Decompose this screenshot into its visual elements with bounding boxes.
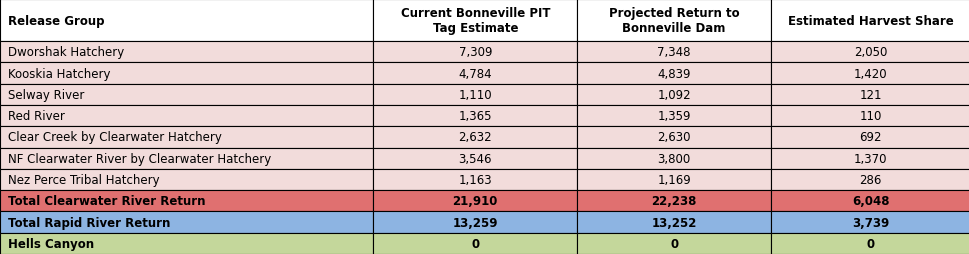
Bar (373, 233, 577, 254)
Text: Total Clearwater River Return: Total Clearwater River Return (8, 195, 205, 208)
Bar (373, 169, 577, 190)
Bar (577, 42, 770, 63)
Bar (0, 0, 373, 42)
Text: 1,110: 1,110 (458, 88, 491, 101)
Bar (577, 212, 770, 233)
Text: 3,800: 3,800 (657, 152, 690, 165)
Text: 0: 0 (670, 237, 677, 250)
Text: 110: 110 (859, 110, 881, 123)
Text: Current Bonneville PIT
Tag Estimate: Current Bonneville PIT Tag Estimate (400, 7, 549, 35)
Text: 286: 286 (859, 173, 881, 186)
Text: 1,092: 1,092 (657, 88, 690, 101)
Bar (373, 212, 577, 233)
Bar (577, 148, 770, 169)
Text: 692: 692 (859, 131, 881, 144)
Bar (0, 233, 373, 254)
Text: Kooskia Hatchery: Kooskia Hatchery (8, 67, 110, 80)
Text: Red River: Red River (8, 110, 65, 123)
Bar (770, 63, 969, 84)
Text: Release Group: Release Group (8, 14, 104, 27)
Bar (577, 0, 770, 42)
Bar (577, 63, 770, 84)
Bar (770, 0, 969, 42)
Text: 7,309: 7,309 (458, 46, 491, 59)
Bar (770, 106, 969, 127)
Text: 2,630: 2,630 (657, 131, 690, 144)
Bar (0, 212, 373, 233)
Text: Selway River: Selway River (8, 88, 84, 101)
Text: 3,546: 3,546 (458, 152, 491, 165)
Text: 13,259: 13,259 (453, 216, 497, 229)
Text: Hells Canyon: Hells Canyon (8, 237, 94, 250)
Bar (0, 148, 373, 169)
Bar (577, 106, 770, 127)
Bar (577, 84, 770, 106)
Bar (373, 127, 577, 148)
Bar (373, 42, 577, 63)
Bar (0, 84, 373, 106)
Bar (373, 0, 577, 42)
Text: 1,163: 1,163 (458, 173, 491, 186)
Bar (577, 169, 770, 190)
Text: Projected Return to
Bonneville Dam: Projected Return to Bonneville Dam (609, 7, 738, 35)
Bar (373, 84, 577, 106)
Text: 4,784: 4,784 (458, 67, 491, 80)
Text: 4,839: 4,839 (657, 67, 690, 80)
Text: 3,739: 3,739 (851, 216, 889, 229)
Bar (577, 127, 770, 148)
Text: Total Rapid River Return: Total Rapid River Return (8, 216, 170, 229)
Text: 0: 0 (471, 237, 479, 250)
Bar (770, 233, 969, 254)
Bar (0, 190, 373, 212)
Text: 0: 0 (865, 237, 874, 250)
Text: 1,365: 1,365 (458, 110, 491, 123)
Bar (0, 42, 373, 63)
Text: 2,632: 2,632 (458, 131, 491, 144)
Text: 1,420: 1,420 (853, 67, 887, 80)
Text: Dworshak Hatchery: Dworshak Hatchery (8, 46, 124, 59)
Bar (577, 233, 770, 254)
Bar (770, 84, 969, 106)
Text: 1,169: 1,169 (657, 173, 690, 186)
Text: 21,910: 21,910 (453, 195, 497, 208)
Text: 121: 121 (859, 88, 881, 101)
Text: 1,359: 1,359 (657, 110, 690, 123)
Text: 1,370: 1,370 (853, 152, 887, 165)
Text: 6,048: 6,048 (851, 195, 889, 208)
FancyBboxPatch shape (0, 0, 969, 42)
Bar (0, 127, 373, 148)
Text: 22,238: 22,238 (651, 195, 696, 208)
Text: Nez Perce Tribal Hatchery: Nez Perce Tribal Hatchery (8, 173, 159, 186)
Text: Clear Creek by Clearwater Hatchery: Clear Creek by Clearwater Hatchery (8, 131, 221, 144)
Bar (0, 169, 373, 190)
Bar (770, 190, 969, 212)
Text: NF Clearwater River by Clearwater Hatchery: NF Clearwater River by Clearwater Hatche… (8, 152, 270, 165)
Bar (770, 212, 969, 233)
Bar (373, 148, 577, 169)
Bar (373, 190, 577, 212)
Text: 2,050: 2,050 (853, 46, 887, 59)
Bar (373, 63, 577, 84)
Bar (0, 106, 373, 127)
Bar (577, 190, 770, 212)
Bar (770, 127, 969, 148)
Text: 7,348: 7,348 (657, 46, 690, 59)
Bar (770, 42, 969, 63)
Bar (770, 169, 969, 190)
Bar (0, 63, 373, 84)
Bar (770, 148, 969, 169)
Text: Estimated Harvest Share: Estimated Harvest Share (787, 14, 953, 27)
Bar (373, 106, 577, 127)
Text: 13,252: 13,252 (651, 216, 696, 229)
